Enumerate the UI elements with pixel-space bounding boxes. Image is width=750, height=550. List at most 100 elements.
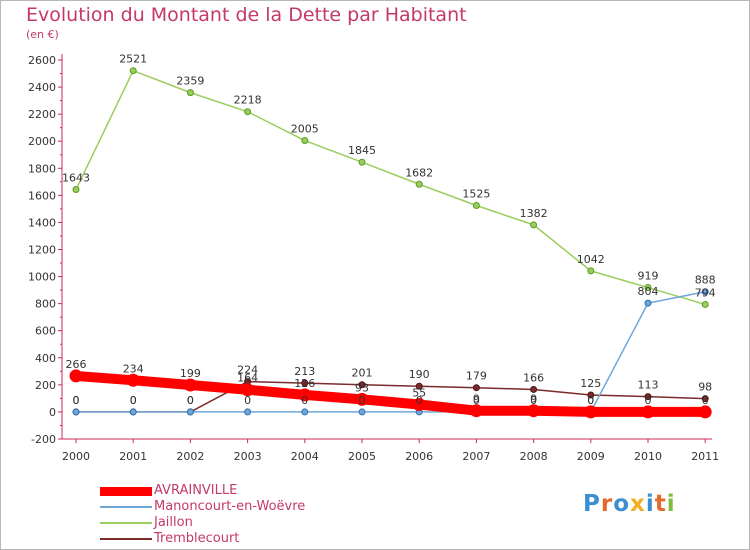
x-tick-label: 2005 — [348, 450, 376, 463]
data-label: 199 — [180, 367, 201, 380]
proxiti-logo: Proxiti — [583, 491, 676, 517]
y-tick-label: -200 — [31, 433, 56, 446]
logo-letter: i — [645, 491, 655, 517]
data-point — [412, 397, 426, 411]
logo-letter: x — [630, 491, 646, 517]
data-point — [530, 385, 538, 393]
legend-swatch — [100, 522, 152, 524]
data-label: 126 — [294, 377, 315, 390]
data-point — [129, 67, 137, 75]
data-point — [415, 180, 423, 188]
chart-subtitle: (en €) — [26, 28, 59, 41]
data-point — [358, 408, 366, 416]
data-label: 179 — [466, 370, 487, 383]
data-label: 125 — [580, 377, 601, 390]
legend-swatch — [100, 506, 152, 508]
data-label: 0 — [301, 394, 308, 407]
data-point — [186, 89, 194, 97]
data-label: 0 — [416, 394, 423, 407]
data-label: 9 — [473, 393, 480, 406]
legend-item: AVRAINVILLE — [100, 483, 400, 499]
x-tick-label: 2001 — [119, 450, 147, 463]
data-label: 1682 — [405, 166, 433, 179]
data-point — [698, 405, 712, 419]
data-point — [527, 404, 541, 418]
logo-letter: t — [654, 491, 667, 517]
data-point — [701, 288, 709, 296]
data-label: 0 — [130, 394, 137, 407]
data-point — [355, 392, 369, 406]
data-label: 190 — [409, 368, 430, 381]
data-point — [244, 408, 252, 416]
y-tick-label: 2000 — [28, 135, 56, 148]
logo-letter: r — [600, 491, 614, 517]
y-tick-label: 1000 — [28, 271, 56, 284]
y-tick-label: 1200 — [28, 244, 56, 257]
data-label: 266 — [66, 358, 87, 371]
data-label: 2005 — [291, 123, 319, 136]
y-tick-label: 2600 — [28, 54, 56, 67]
data-label: 55 — [412, 386, 426, 399]
x-tick-label: 2008 — [520, 450, 548, 463]
data-point — [644, 284, 652, 292]
data-label: 1643 — [62, 172, 90, 185]
data-point — [241, 383, 255, 397]
data-point — [530, 221, 538, 229]
legend: AVRAINVILLE Manoncourt-en-Woëvre Jaillon Tr… — [100, 483, 400, 547]
logo-letter: i — [666, 491, 676, 517]
x-tick-label: 2003 — [234, 450, 262, 463]
data-point — [584, 405, 598, 419]
data-point — [587, 267, 595, 275]
x-tick-label: 2010 — [634, 450, 662, 463]
data-label: 98 — [698, 381, 712, 394]
data-label: 888 — [695, 274, 716, 287]
data-label: 93 — [355, 381, 369, 394]
data-label: 224 — [237, 364, 258, 377]
y-tick-label: 0 — [49, 406, 56, 419]
data-label: 804 — [638, 285, 659, 298]
data-label: 213 — [294, 365, 315, 378]
x-tick-label: 2007 — [462, 450, 490, 463]
y-tick-label: 1600 — [28, 189, 56, 202]
data-label: 0 — [702, 394, 709, 407]
y-tick-label: 1800 — [28, 162, 56, 175]
data-label: 1845 — [348, 144, 376, 157]
data-point — [358, 158, 366, 166]
y-tick-label: 200 — [35, 379, 56, 392]
y-tick-label: 2200 — [28, 108, 56, 121]
x-tick-label: 2011 — [691, 450, 719, 463]
data-point — [301, 408, 309, 416]
data-point — [641, 405, 655, 419]
legend-label: Tremblecourt — [154, 531, 240, 546]
data-point — [701, 300, 709, 308]
data-label: 0 — [473, 394, 480, 407]
legend-item: Jaillon — [100, 515, 400, 531]
data-point — [301, 379, 309, 387]
data-label: 0 — [530, 394, 537, 407]
logo-letter: P — [583, 491, 601, 517]
data-label: 164 — [237, 372, 258, 385]
data-label: 0 — [645, 394, 652, 407]
data-point — [644, 393, 652, 401]
data-label: 1042 — [577, 253, 605, 266]
data-label: 2218 — [234, 94, 262, 107]
x-tick-label: 2000 — [62, 450, 90, 463]
data-point — [126, 373, 140, 387]
data-label: 9 — [530, 393, 537, 406]
data-point — [644, 299, 652, 307]
chart-title: Evolution du Montant de la Dette par Hab… — [26, 4, 467, 26]
y-tick-label: 600 — [35, 325, 56, 338]
data-label: 0 — [187, 394, 194, 407]
data-point — [244, 108, 252, 116]
data-label: 113 — [638, 379, 659, 392]
legend-label: Manoncourt-en-Woëvre — [154, 499, 306, 514]
data-point — [415, 382, 423, 390]
legend-item: Manoncourt-en-Woëvre — [100, 499, 400, 515]
data-label: 0 — [244, 394, 251, 407]
data-point — [358, 381, 366, 389]
data-point — [587, 391, 595, 399]
data-label: 234 — [123, 362, 144, 375]
legend-label: AVRAINVILLE — [154, 483, 238, 498]
